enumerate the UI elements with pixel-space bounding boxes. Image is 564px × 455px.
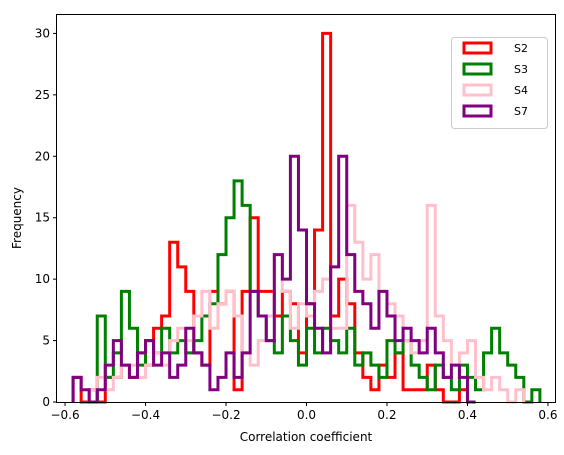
x-tick-label: −0.2	[211, 408, 240, 422]
legend-label-s7: S7	[514, 105, 528, 118]
legend-label-s2: S2	[514, 42, 528, 55]
y-axis: 0 5 10 15 20 25 30	[35, 26, 57, 409]
legend-swatch-s2	[462, 41, 493, 55]
x-axis-title: Correlation coefficient	[240, 430, 373, 444]
legend-swatch-s7	[462, 104, 493, 118]
y-tick-label: 5	[42, 334, 50, 348]
x-tick-label: 0.2	[377, 408, 396, 422]
x-tick-label: 0.6	[538, 408, 557, 422]
x-tick-label: −0.6	[50, 408, 79, 422]
y-tick-label: 10	[35, 272, 50, 286]
legend-label-s3: S3	[514, 63, 528, 76]
legend: S2 S3 S4 S7	[451, 37, 548, 129]
y-axis-title: Frequency	[10, 187, 24, 249]
y-tick-label: 25	[35, 88, 50, 102]
y-tick-label: 20	[35, 149, 50, 163]
y-tick-label: 15	[35, 211, 50, 225]
legend-label-s4: S4	[514, 84, 528, 97]
series-layer	[71, 31, 542, 404]
legend-swatch-s3	[462, 62, 493, 76]
x-tick-label: 0.4	[458, 408, 477, 422]
legend-swatch-s4	[462, 83, 493, 97]
histogram-series-s3	[89, 179, 542, 404]
y-tick-label: 30	[35, 26, 50, 40]
y-tick-label: 0	[42, 395, 50, 409]
histogram-series-s7	[71, 154, 476, 404]
x-axis: −0.6 −0.4 −0.2 0.0 0.2 0.4 0.6	[50, 402, 557, 422]
x-tick-label: 0.0	[297, 408, 316, 422]
x-tick-label: −0.4	[131, 408, 160, 422]
